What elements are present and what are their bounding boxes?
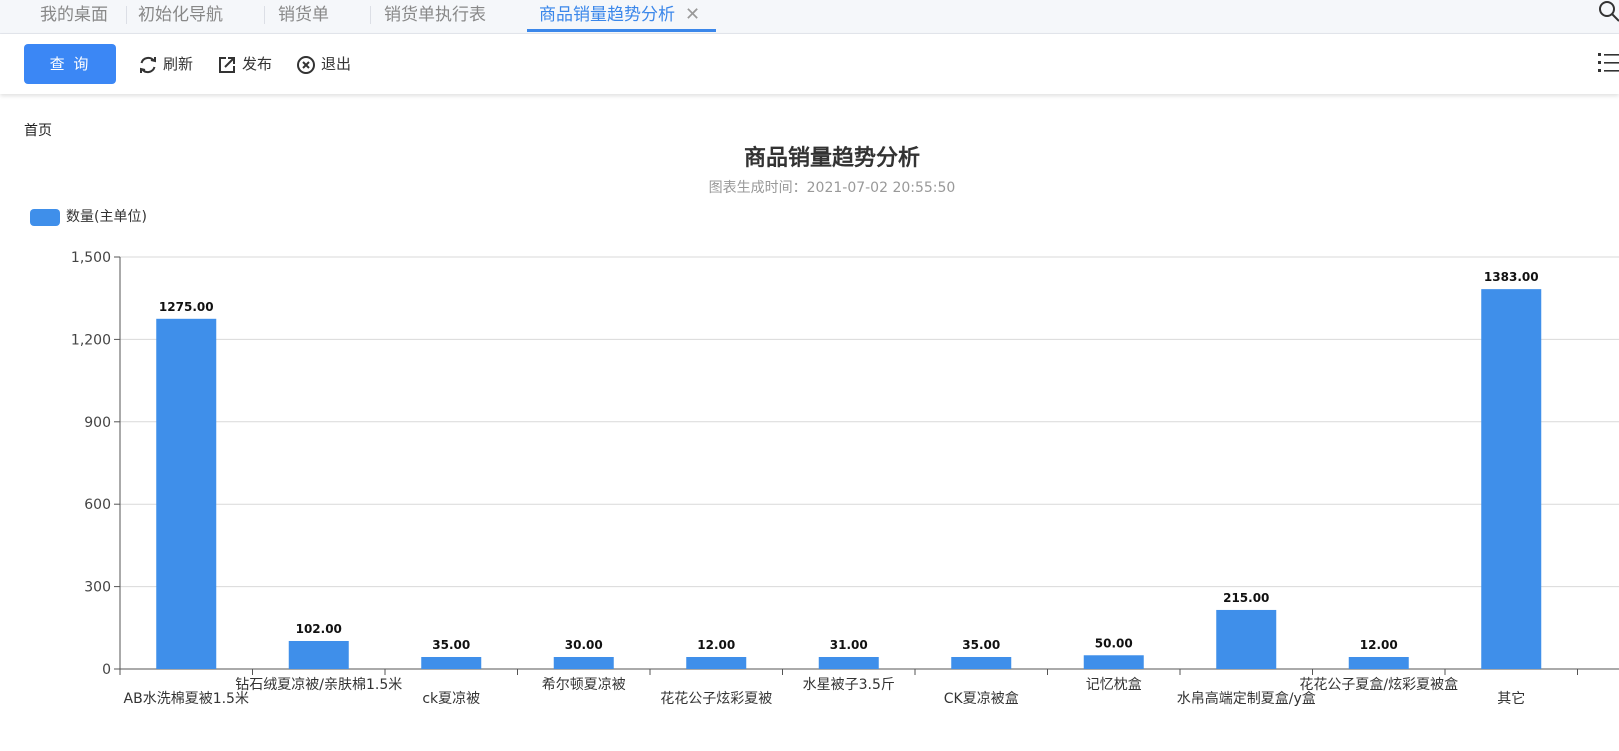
tab-sales-execution[interactable]: 销货单执行表 [384,5,486,25]
x-tick-label: 希尔顿夏凉被 [542,677,626,693]
close-icon[interactable]: ✕ [685,4,701,25]
tab-desktop[interactable]: 我的桌面 [40,5,108,25]
bar [951,657,1012,669]
tab-bar: 我的桌面 初始化导航 销货单 销货单执行表 商品销量趋势分析 ✕ [0,0,1619,34]
data-label: 1383.00 [1484,270,1539,284]
query-button[interactable]: 查 询 [24,44,116,84]
publish-label: 发布 [242,55,273,73]
bar [553,657,614,669]
data-label: 102.00 [296,622,342,636]
data-label: 215.00 [1223,591,1269,605]
x-tick-label: ck夏凉被 [422,691,480,707]
exit-button[interactable]: 退出 [296,53,351,75]
external-link-icon [219,56,235,73]
legend-swatch [30,208,60,226]
data-label: 12.00 [1360,638,1398,652]
tab-separator [126,6,127,24]
data-label: 50.00 [1095,636,1133,650]
data-label: 35.00 [432,638,470,652]
bar [288,640,349,669]
tab-sales-trend[interactable]: 商品销量趋势分析 ✕ [527,0,716,32]
tab-separator [370,6,371,24]
tab-sales-order[interactable]: 销货单 [278,5,329,25]
data-label: 1275.00 [159,300,214,314]
bar [156,318,217,669]
refresh-label: 刷新 [163,55,194,73]
bar [1348,657,1409,669]
y-tick-label: 300 [84,580,111,596]
y-tick-label: 1,500 [71,250,111,266]
y-tick-label: 0 [102,662,111,678]
chart-subtitle: 图表生成时间：2021-07-02 20:55:50 [708,180,956,196]
x-tick-label: 水帛高端定制夏盒/y盒 [1177,690,1316,707]
toolbar: 查 询 刷新 发布 退出 [0,34,1619,94]
breadcrumb[interactable]: 首页 [24,123,52,139]
bar-chart: 0 300 600 900 1,200 1,500 1275.00 AB水洗棉夏被1.5米 10… [71,250,1619,707]
bar [686,657,747,669]
data-label: 31.00 [830,638,868,652]
tab-sales-trend-label: 商品销量趋势分析 [539,5,675,25]
search-icon[interactable] [1597,0,1619,22]
x-tick-label: 花花公子夏盒/炫彩夏被盒 [1299,676,1458,693]
x-tick-label: 钻石绒夏凉被/亲肤棉1.5米 [235,676,402,693]
y-tick-label: 600 [84,497,111,513]
x-tick-label: 水星被子3.5斤 [803,677,895,693]
bar [421,657,482,669]
bar [1481,289,1542,669]
x-tick-label: CK夏凉被盒 [944,690,1019,707]
x-tick-label: 记忆枕盒 [1086,676,1142,693]
y-tick-label: 1,200 [71,332,111,348]
legend-label: 数量(主单位) [66,209,147,225]
list-menu-icon[interactable] [1597,50,1619,76]
bar [1216,609,1277,669]
chart-legend[interactable]: 数量(主单位) [30,206,147,226]
bar [1083,655,1144,669]
tab-init-nav[interactable]: 初始化导航 [138,5,223,25]
refresh-icon [140,56,156,73]
x-tick-label: AB水洗棉夏被1.5米 [124,690,249,707]
chart-title: 商品销量趋势分析 [743,146,920,171]
tab-separator [264,6,265,24]
exit-label: 退出 [321,55,352,73]
publish-button[interactable]: 发布 [217,53,272,75]
y-tick-label: 900 [84,415,111,431]
data-label: 12.00 [697,638,735,652]
refresh-button[interactable]: 刷新 [138,53,193,75]
data-label: 30.00 [565,638,603,652]
x-tick-label: 其它 [1497,690,1525,707]
x-tick-label: 花花公子炫彩夏被 [660,691,772,707]
bar [818,657,879,669]
close-circle-icon [297,55,315,74]
data-label: 35.00 [962,638,1000,652]
